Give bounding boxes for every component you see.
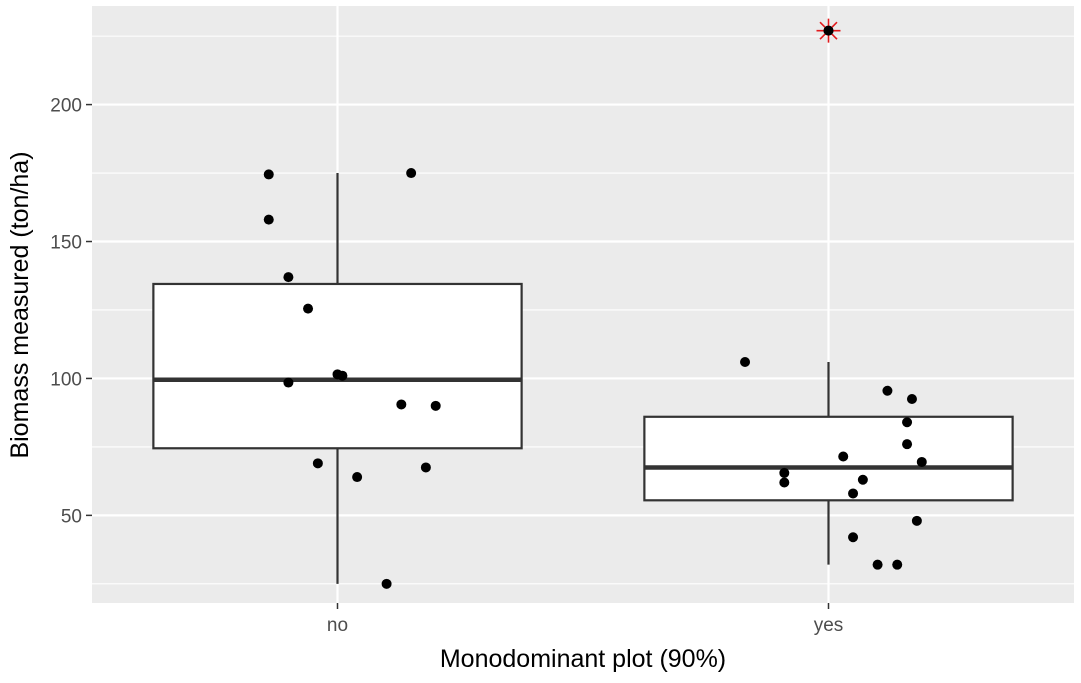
data-point (406, 168, 417, 179)
data-point (872, 559, 883, 570)
y-tick-label: 150 (50, 233, 82, 254)
data-point (352, 472, 363, 483)
data-point (337, 370, 348, 381)
data-point (902, 439, 913, 450)
data-point (381, 578, 392, 589)
data-point (283, 272, 294, 283)
y-tick-label: 200 (50, 96, 82, 117)
data-point (848, 532, 859, 543)
boxes (152, 173, 1014, 584)
data-point (779, 467, 790, 478)
x-axis-title: Monodominant plot (90%) (440, 645, 726, 673)
data-point (892, 559, 903, 570)
x-tick-label: yes (814, 615, 844, 636)
data-point (430, 400, 441, 411)
data-point (740, 357, 751, 368)
data-point (283, 377, 294, 388)
x-tick-label: no (327, 615, 348, 636)
data-point (911, 515, 922, 526)
data-point (906, 393, 917, 404)
data-point (916, 456, 927, 467)
data-point (902, 417, 913, 428)
y-tick-label: 50 (61, 506, 82, 527)
data-point (857, 474, 868, 485)
y-tick-label: 100 (50, 369, 82, 390)
data-point (848, 488, 859, 499)
data-point (303, 303, 314, 314)
data-point (779, 477, 790, 488)
box-yes (643, 362, 1014, 565)
box-iqr (152, 282, 523, 450)
data-point (263, 169, 274, 180)
data-point (263, 214, 274, 225)
data-points (263, 25, 927, 589)
data-point (420, 462, 431, 473)
data-point (312, 458, 323, 469)
y-axis-title: Biomass measured (ton/ha) (6, 151, 34, 458)
x-axis: no yes (327, 603, 843, 636)
data-point (838, 451, 849, 462)
box-no (152, 173, 523, 584)
y-axis: 50 100 150 200 (50, 96, 92, 527)
outlier-point (823, 25, 834, 36)
data-point (396, 399, 407, 410)
box-iqr (643, 415, 1014, 502)
data-point (882, 385, 893, 396)
outlier-marker (816, 18, 841, 43)
